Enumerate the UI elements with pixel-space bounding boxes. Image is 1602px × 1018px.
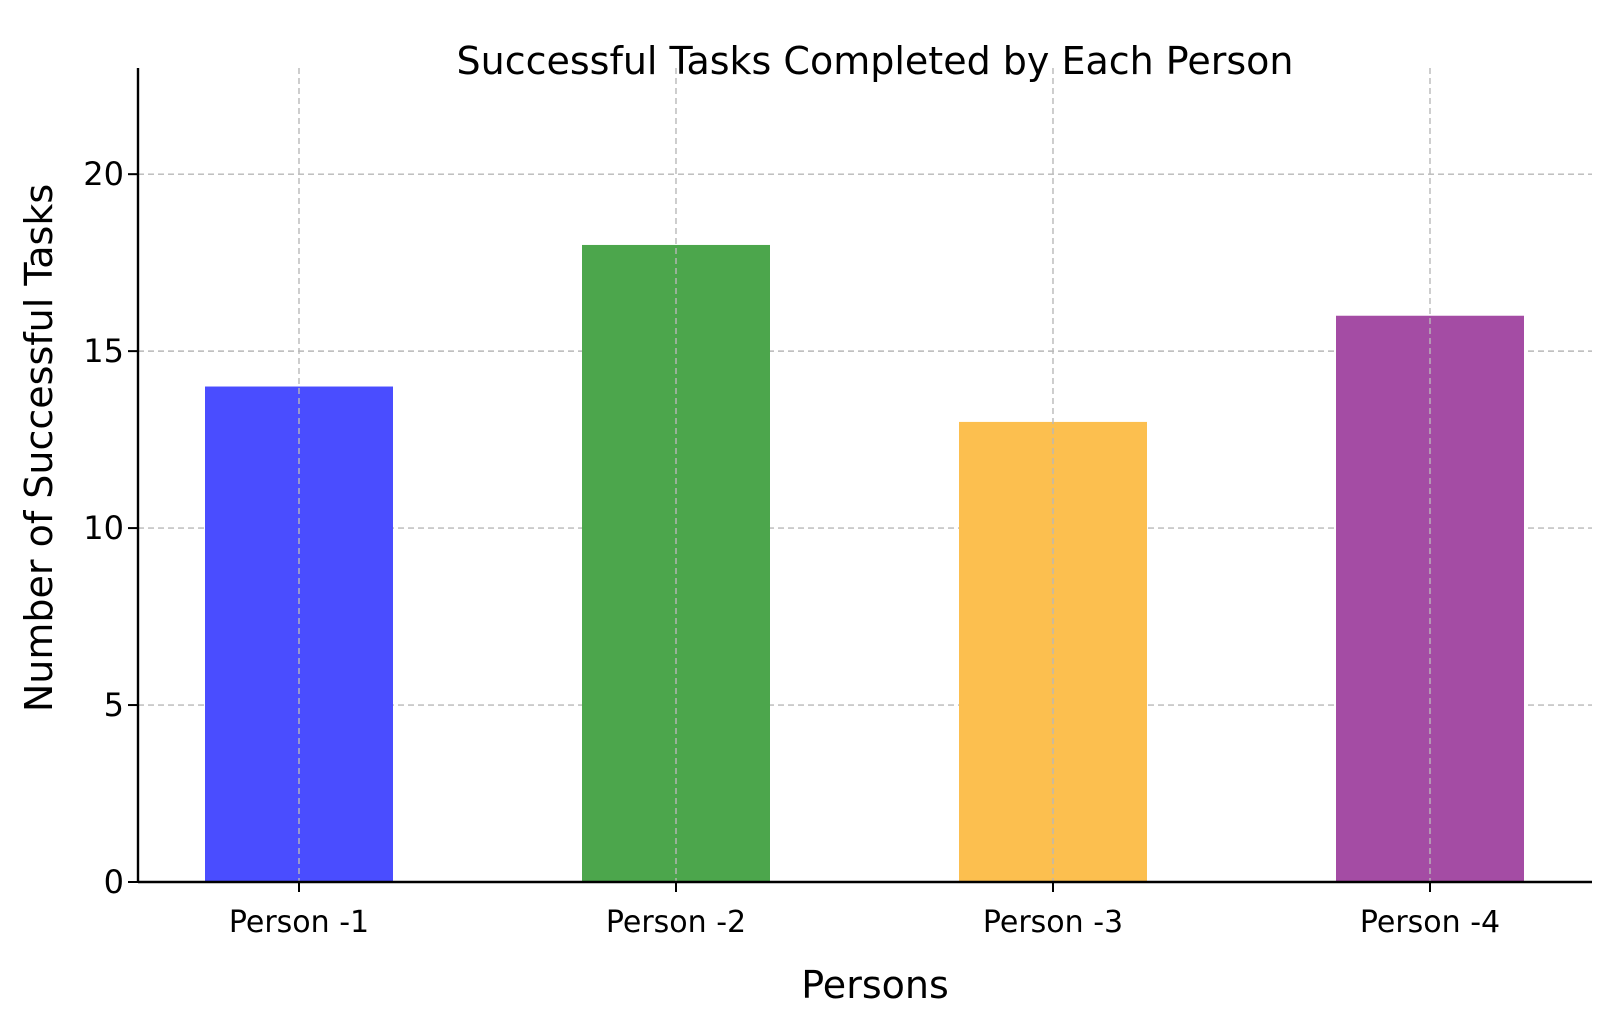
y-axis-label: Number of Successful Tasks [17,184,61,712]
chart-title: Successful Tasks Completed by Each Perso… [456,39,1293,83]
x-tick-label: Person -3 [983,905,1123,940]
ticks-layer: 0 5 10 15 20 Person -1 Person -2 Person -3 Perso… [83,155,1500,940]
y-tick-label: 10 [83,509,124,547]
x-tick-label: Person -1 [229,905,369,940]
x-tick-label: Person -4 [1360,905,1500,940]
vertical-grid-layer [298,68,1431,882]
y-tick-label: 15 [83,332,124,370]
bars-layer [205,244,1524,882]
y-tick-label: 0 [104,863,124,901]
axes-layer [136,68,1592,884]
x-tick-label: Person -2 [606,905,746,940]
y-tick-label: 20 [83,155,124,193]
x-axis-label: Persons [801,963,949,1007]
y-tick-label: 5 [104,686,124,724]
